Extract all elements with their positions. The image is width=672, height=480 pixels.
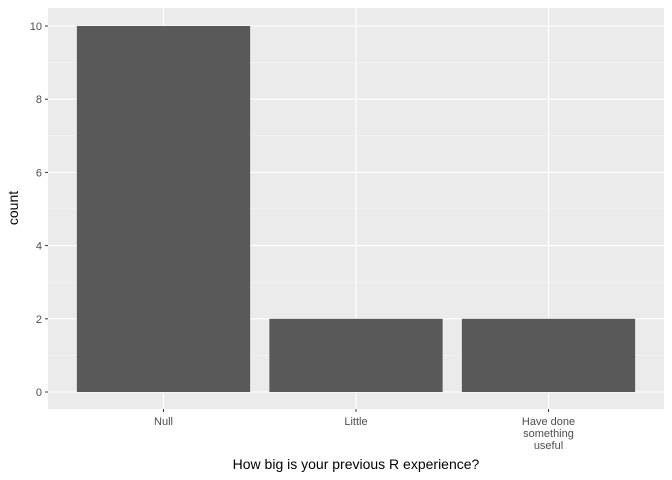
y-tick-label: 8 xyxy=(36,94,42,106)
y-axis: 0 2 4 6 8 10 xyxy=(30,21,48,399)
bar-have-done-something-useful xyxy=(461,318,636,392)
bars xyxy=(76,26,636,392)
y-tick-label: 0 xyxy=(36,387,42,399)
bar-null xyxy=(76,26,251,392)
y-tick-label: 10 xyxy=(30,21,42,33)
x-axis-title: How big is your previous R experience? xyxy=(233,456,480,472)
y-tick-label: 6 xyxy=(36,167,42,179)
bar-little xyxy=(269,318,443,392)
y-axis-title: count xyxy=(5,191,21,225)
y-tick-label: 2 xyxy=(36,314,42,326)
x-axis: Null Little Have done something useful xyxy=(154,409,575,452)
y-tick-label: 4 xyxy=(36,241,42,253)
x-tick-label: Null xyxy=(154,416,173,428)
x-tick-label: Have done something useful xyxy=(522,416,575,452)
x-tick-label: Little xyxy=(344,416,367,428)
